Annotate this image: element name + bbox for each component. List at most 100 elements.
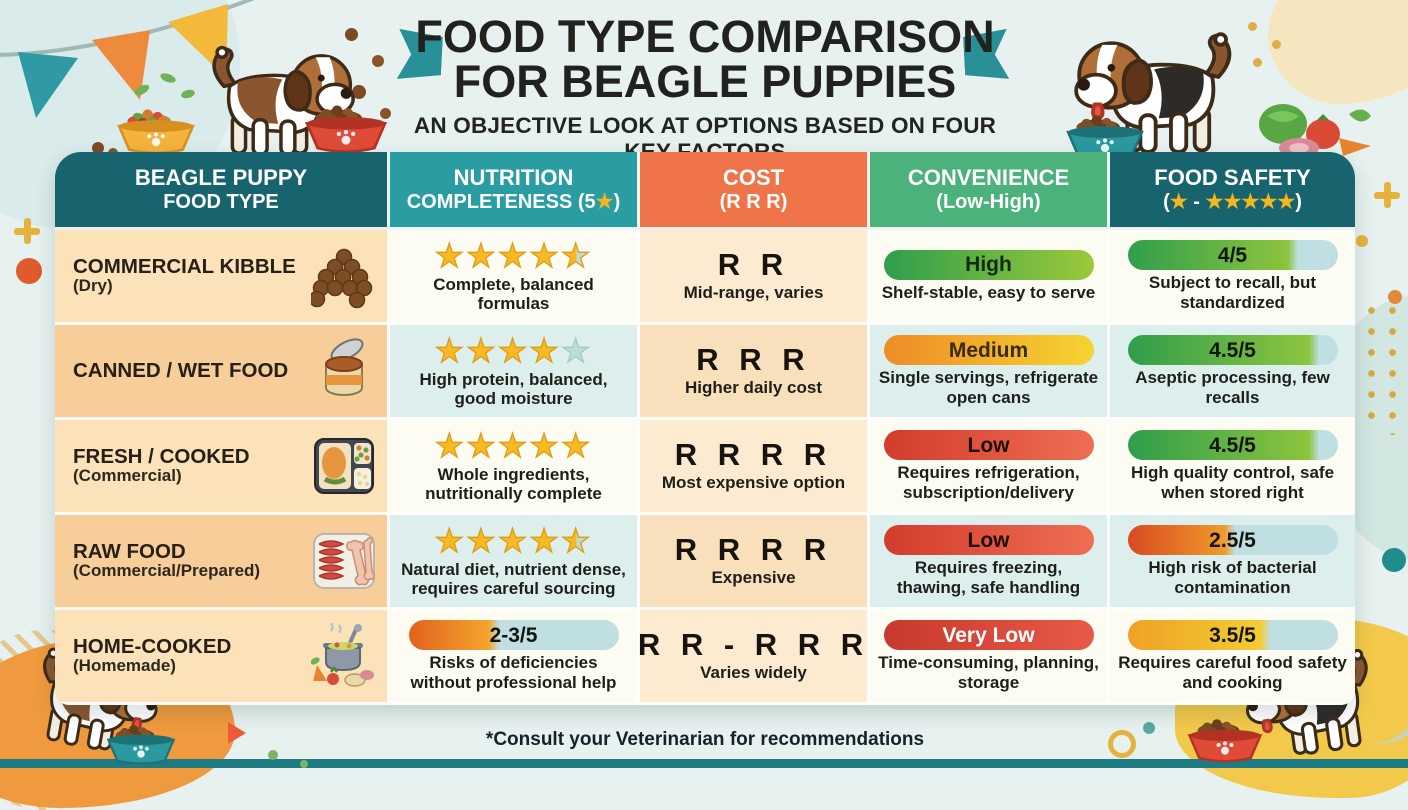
food-safety-cell: 4/5 Subject to recall, but standardized bbox=[1110, 230, 1355, 325]
food-type-name: RAW FOOD bbox=[73, 541, 305, 563]
rating-pill: Low bbox=[884, 525, 1094, 555]
food-safety-cell: 4.5/5 Aseptic processing, few recalls bbox=[1110, 325, 1355, 420]
food-type-cell: COMMERCIAL KIBBLE (Dry) bbox=[55, 230, 390, 325]
star-full-icon: ★ bbox=[466, 522, 498, 559]
food-type-name: CANNED / WET FOOD bbox=[73, 360, 305, 382]
star-rating: ★★★★★ bbox=[435, 524, 593, 557]
column-header-cost: COST (R R R) bbox=[640, 152, 870, 230]
title-block: FOOD TYPE COMPARISON FOR BEAGLE PUPPIES … bbox=[390, 14, 1020, 165]
star-full-icon: ★ bbox=[498, 237, 530, 274]
convenience-cell: High Shelf-stable, easy to serve bbox=[870, 230, 1110, 325]
cell-note: Natural diet, nutrient dense, requires c… bbox=[390, 560, 637, 598]
rating-pill: Medium bbox=[884, 335, 1094, 365]
rating-pill: 3.5/5 bbox=[1128, 620, 1338, 650]
cost-symbols: R R - R R R bbox=[638, 629, 869, 660]
star-half-icon: ★ bbox=[561, 237, 593, 274]
cell-note: Requires freezing, thawing, safe handlin… bbox=[870, 558, 1107, 596]
cost-symbols: R R bbox=[718, 249, 789, 280]
food-type-qualifier: (Homemade) bbox=[73, 657, 305, 676]
convenience-cell: Medium Single servings, refrigerate open … bbox=[870, 325, 1110, 420]
food-type-cell: HOME-COOKED (Homemade) bbox=[55, 610, 390, 705]
cost-cell: R R R Higher daily cost bbox=[640, 325, 870, 420]
column-header-nutrition: NUTRITION COMPLETENESS (5★) bbox=[390, 152, 640, 230]
food-type-cell: FRESH / COOKED (Commercial) bbox=[55, 420, 390, 515]
cell-note: Time-consuming, planning, storage bbox=[870, 653, 1107, 691]
star-full-icon: ★ bbox=[466, 427, 498, 464]
nutrition-cell: ★★★★★ Natural diet, nutrient dense, requi… bbox=[390, 515, 640, 610]
star-empty-icon: ★ bbox=[561, 332, 593, 369]
cost-cell: R R R R Expensive bbox=[640, 515, 870, 610]
cell-note: Risks of deficiencies without profession… bbox=[390, 653, 637, 691]
column-header-convenience: CONVENIENCE (Low-High) bbox=[870, 152, 1110, 230]
comparison-table: BEAGLE PUPPY FOOD TYPE NUTRITION COMPLETEN… bbox=[55, 152, 1355, 705]
star-full-icon: ★ bbox=[435, 332, 467, 369]
meal-tray-icon bbox=[311, 433, 377, 499]
food-type-cell: RAW FOOD (Commercial/Prepared) bbox=[55, 515, 390, 610]
star-full-icon: ★ bbox=[466, 237, 498, 274]
column-header-food-type: BEAGLE PUPPY FOOD TYPE bbox=[55, 152, 390, 230]
star-full-icon: ★ bbox=[466, 332, 498, 369]
star-rating: ★★★★★ bbox=[435, 429, 593, 462]
nutrition-cell: ★★★★★ Whole ingredients, nutritionally co… bbox=[390, 420, 640, 515]
food-type-name: FRESH / COOKED bbox=[73, 446, 305, 468]
cell-note: High risk of bacterial contamination bbox=[1110, 558, 1355, 596]
convenience-cell: Low Requires refrigeration, subscription/… bbox=[870, 420, 1110, 515]
column-header-food-safety: FOOD SAFETY (★ - ★★★★★) bbox=[1110, 152, 1355, 230]
star-full-icon: ★ bbox=[498, 522, 530, 559]
kibble-food-bowl-icon bbox=[300, 102, 392, 157]
cell-note: Mid-range, varies bbox=[676, 283, 832, 302]
kibble-pile-icon bbox=[311, 243, 377, 309]
nutrition-cell: ★★★★★ Complete, balanced formulas bbox=[390, 230, 640, 325]
star-full-icon: ★ bbox=[498, 427, 530, 464]
food-safety-cell: 2.5/5 High risk of bacterial contaminatio… bbox=[1110, 515, 1355, 610]
star-full-icon: ★ bbox=[435, 427, 467, 464]
page-title-line2: FOR BEAGLE PUPPIES bbox=[390, 59, 1020, 104]
vegetables-illustration bbox=[1255, 86, 1375, 160]
veterinarian-note: *Consult your Veterinarian for recommend… bbox=[55, 729, 1355, 751]
star-full-icon: ★ bbox=[435, 522, 467, 559]
rating-pill: 2.5/5 bbox=[1128, 525, 1338, 555]
cell-note: Whole ingredients, nutritionally complet… bbox=[390, 465, 637, 503]
green-dot bbox=[268, 750, 278, 760]
food-type-qualifier: (Dry) bbox=[73, 277, 305, 296]
food-type-name: COMMERCIAL KIBBLE bbox=[73, 256, 305, 278]
rating-pill: Low bbox=[884, 430, 1094, 460]
nutrition-cell: ★★★★★ High protein, balanced, good moistu… bbox=[390, 325, 640, 420]
rating-pill: 4/5 bbox=[1128, 240, 1338, 270]
cell-note: Aseptic processing, few recalls bbox=[1110, 368, 1355, 406]
star-full-icon: ★ bbox=[435, 237, 467, 274]
cost-cell: R R - R R R Varies widely bbox=[640, 610, 870, 705]
kibble-bit bbox=[345, 28, 358, 41]
open-can-icon bbox=[311, 338, 377, 404]
star-full-icon: ★ bbox=[529, 427, 561, 464]
leaves-decoration bbox=[130, 70, 200, 110]
cost-symbols: R R R bbox=[696, 344, 810, 375]
cost-symbols: R R R R bbox=[675, 439, 832, 470]
nutrition-cell: 2-3/5 Risks of deficiencies without profe… bbox=[390, 610, 640, 705]
cell-note: Single servings, refrigerate open cans bbox=[870, 368, 1107, 406]
green-dot bbox=[300, 760, 308, 768]
cell-note: Expensive bbox=[703, 568, 803, 587]
plus-decoration bbox=[14, 218, 40, 244]
orange-dot bbox=[16, 258, 42, 284]
cell-note: High quality control, safe when stored r… bbox=[1110, 463, 1355, 501]
cell-note: Varies widely bbox=[692, 663, 815, 682]
food-type-qualifier: (Commercial) bbox=[73, 467, 305, 486]
cell-note: Requires careful food safety and cooking bbox=[1110, 653, 1355, 691]
cell-note: High protein, balanced, good moisture bbox=[390, 370, 637, 408]
cell-note: Requires refrigeration, subscription/del… bbox=[870, 463, 1107, 501]
star-rating: ★★★★★ bbox=[435, 239, 593, 272]
food-safety-cell: 3.5/5 Requires careful food safety and co… bbox=[1110, 610, 1355, 705]
cooking-pot-icon bbox=[311, 623, 377, 689]
raw-meat-icon bbox=[311, 528, 377, 594]
cell-note: Most expensive option bbox=[654, 473, 853, 492]
rating-pill: 4.5/5 bbox=[1128, 335, 1338, 365]
convenience-cell: Low Requires freezing, thawing, safe hand… bbox=[870, 515, 1110, 610]
star-full-icon: ★ bbox=[529, 522, 561, 559]
page-title-line1: FOOD TYPE COMPARISON bbox=[390, 14, 1020, 59]
food-type-cell: CANNED / WET FOOD bbox=[55, 325, 390, 420]
rating-pill: 4.5/5 bbox=[1128, 430, 1338, 460]
star-rating: ★★★★★ bbox=[435, 334, 593, 367]
star-full-icon: ★ bbox=[529, 237, 561, 274]
cost-cell: R R R R Most expensive option bbox=[640, 420, 870, 515]
